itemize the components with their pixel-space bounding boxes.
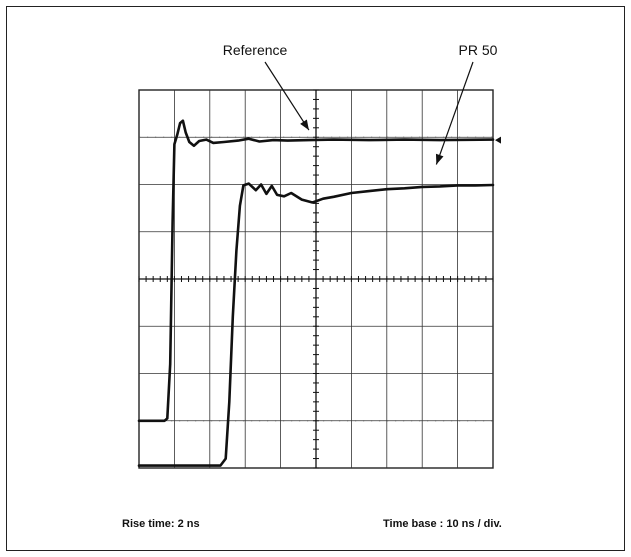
annotation-arrowhead-pr-50 bbox=[435, 153, 444, 165]
annotation-label-pr-50: PR 50 bbox=[459, 42, 498, 58]
annotation-arrow-pr-50 bbox=[435, 61, 474, 165]
figure-frame: Reference PR 50 Rise time: 2 ns Time base… bbox=[6, 6, 625, 551]
time-base-caption: Time base : 10 ns / div. bbox=[383, 518, 502, 530]
trace-reference bbox=[137, 119, 495, 423]
annotation-arrow-reference bbox=[264, 61, 310, 131]
oscilloscope-plot: Reference PR 50 bbox=[137, 42, 501, 469]
rise-time-caption: Rise time: 2 ns bbox=[122, 518, 200, 530]
trace-pr-50 bbox=[137, 182, 495, 467]
level-marker-arrow bbox=[495, 136, 501, 144]
annotation-label-reference: Reference bbox=[223, 42, 288, 58]
annotation-arrowhead-reference bbox=[300, 119, 309, 131]
